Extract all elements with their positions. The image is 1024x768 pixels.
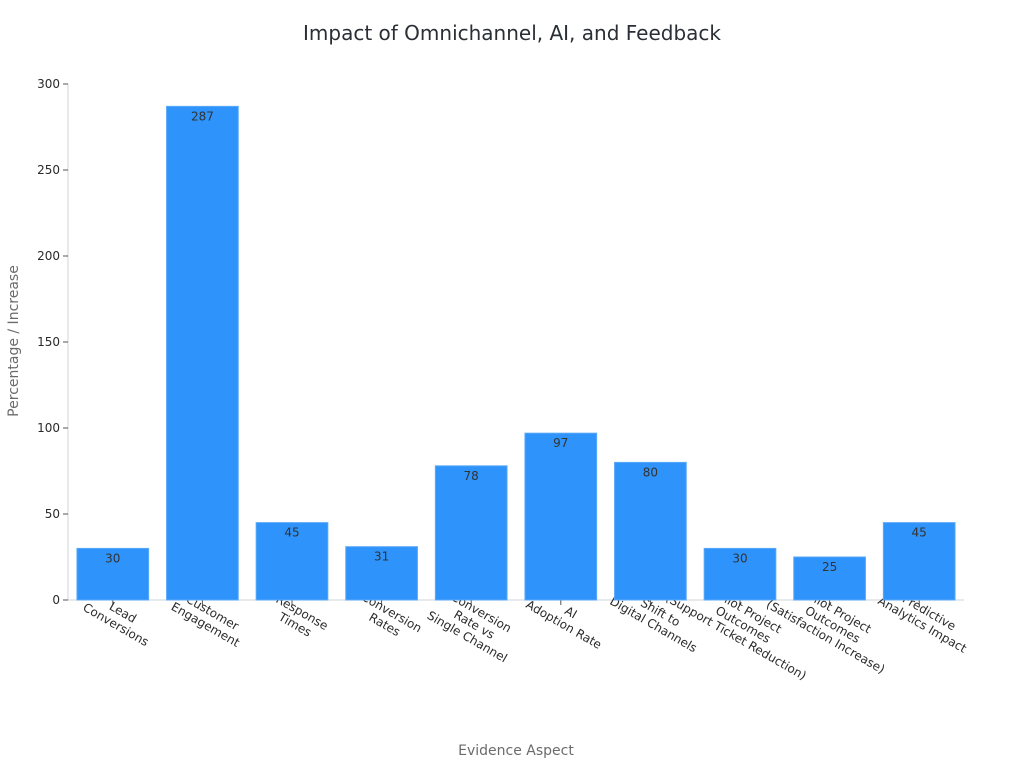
bar [434,465,508,601]
bar [255,522,329,601]
bar [524,432,598,601]
data-label: 97 [553,436,568,450]
data-label: 25 [822,560,837,574]
data-label: 287 [191,109,214,123]
bar [882,522,956,601]
x-axis-title: Evidence Aspect [458,743,574,759]
y-tick-label: 250 [37,163,60,177]
bar [703,547,777,601]
data-label: 45 [284,526,299,540]
data-label: 30 [732,551,747,565]
y-axis: 0 50 100 150 200 250 300 [37,77,69,607]
bar [345,546,418,601]
data-label: 80 [643,465,658,479]
x-tick-label-line: Adoption Rate [524,597,605,652]
bar [166,105,239,601]
y-tick-label: 150 [37,335,60,349]
bar [793,556,866,601]
bars-group [76,105,956,601]
bar [76,547,150,601]
data-label: 45 [912,526,927,540]
y-tick-label: 300 [37,77,60,91]
data-label: 30 [105,551,120,565]
y-axis-title: Percentage / Increase [6,265,22,417]
chart-title: Impact of Omnichannel, AI, and Feedback [303,21,721,45]
y-tick-label: 200 [37,249,60,263]
data-label: 31 [374,550,389,564]
y-tick-label: 100 [37,421,60,435]
data-label: 78 [464,469,479,483]
bar [614,461,687,601]
y-tick-label: 50 [45,507,60,521]
y-tick-label: 0 [52,593,60,607]
data-labels-group: 30 287 45 31 78 97 80 30 25 45 [105,109,927,574]
